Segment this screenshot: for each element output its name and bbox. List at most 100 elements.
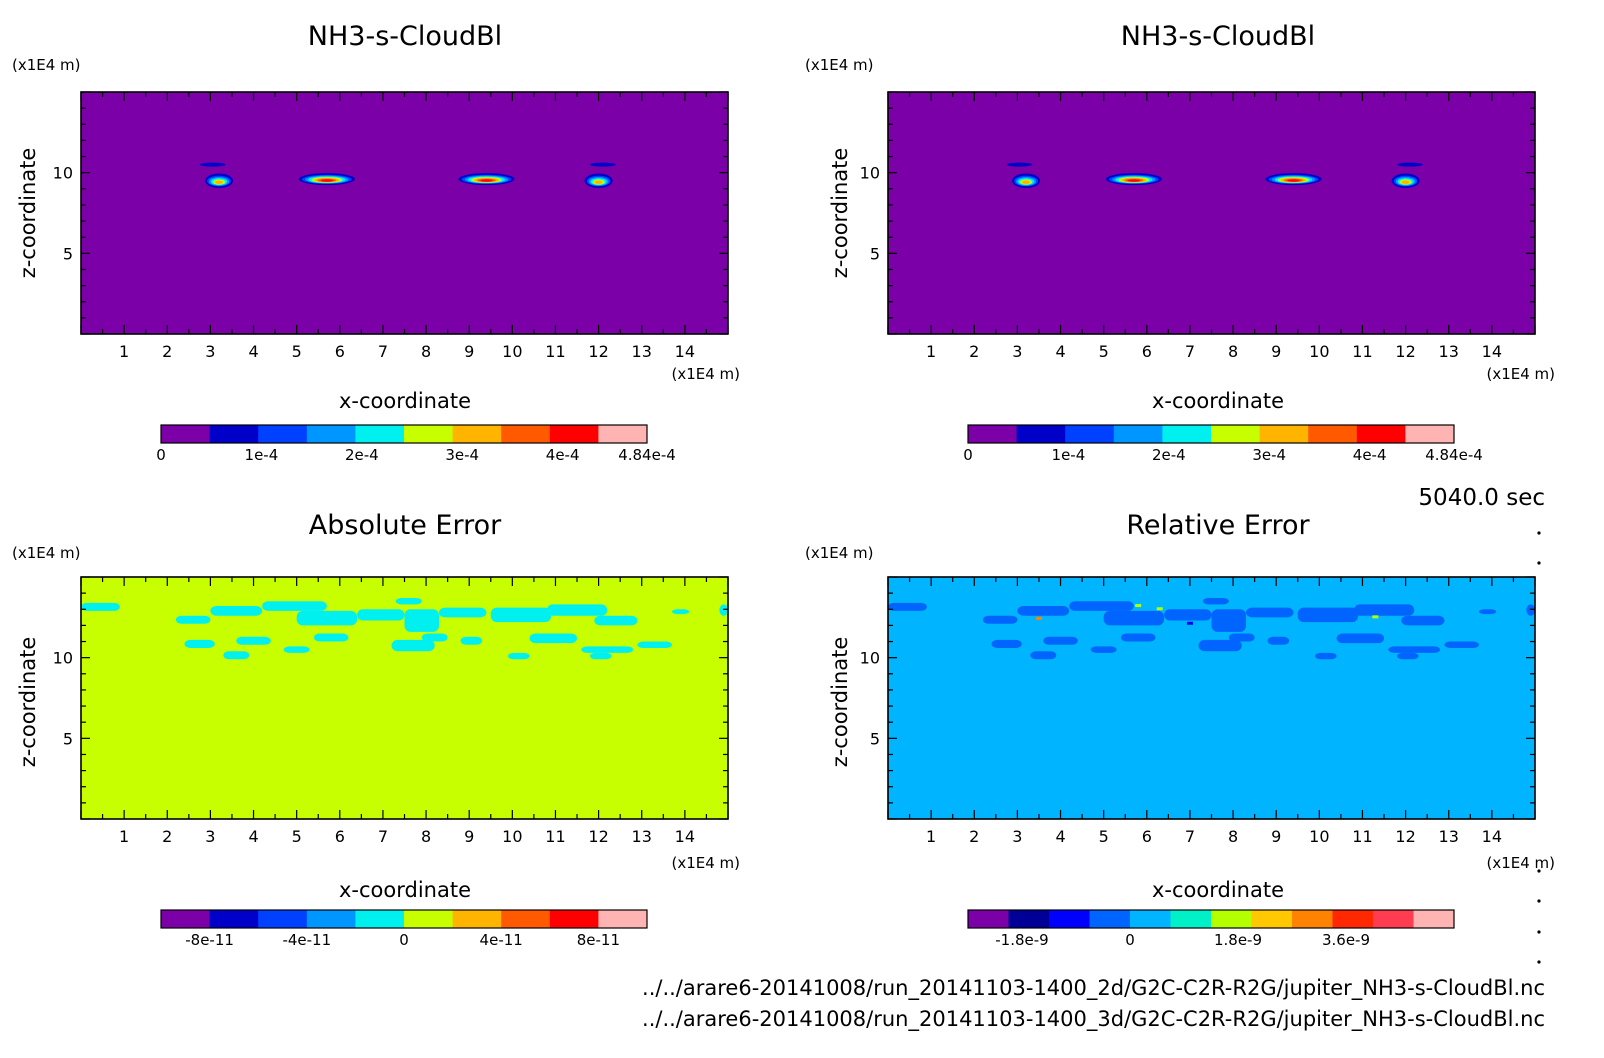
y-axis-label: z-coordinate <box>16 148 40 279</box>
panel-title: Relative Error <box>1126 510 1310 541</box>
x-tick-label: 13 <box>632 342 652 361</box>
colorbar-swatch <box>1211 425 1261 443</box>
x-axis-label: x-coordinate <box>339 389 471 413</box>
y-unit-label: (x1E4 m) <box>805 544 874 562</box>
x-tick-label: 9 <box>1271 827 1281 846</box>
panel-title: NH3-s-CloudBl <box>308 21 502 52</box>
error-patch <box>439 607 487 618</box>
colorbar-tick-label: 4e-4 <box>546 446 580 464</box>
x-axis-label: x-coordinate <box>339 878 471 902</box>
error-patch <box>490 607 552 623</box>
x-unit-label: (x1E4 m) <box>671 365 740 383</box>
x-tick-label: 12 <box>588 827 608 846</box>
error-patch <box>1120 633 1156 642</box>
error-patch <box>391 639 435 652</box>
colorbar-frame <box>160 909 648 929</box>
x-tick-label: 6 <box>335 827 345 846</box>
error-speck <box>1372 615 1379 619</box>
error-patch <box>991 639 1022 648</box>
error-patch <box>589 652 612 660</box>
panel-top-left: NH3-s-CloudBl (x1E4 m) 1 2 3 4 5 6 7 8 9 10 11 12 13… <box>12 21 740 464</box>
cloud-contour-band <box>1401 180 1410 185</box>
y-tick-label: 10 <box>860 164 880 183</box>
colorbar-swatch <box>355 425 405 443</box>
x-tick-label: 14 <box>1482 827 1502 846</box>
colorbar-swatch <box>306 910 356 928</box>
field-contours <box>199 162 616 188</box>
error-patch <box>210 606 263 616</box>
y-unit-label: (x1E4 m) <box>805 56 874 74</box>
x-tick-label: 5 <box>1099 827 1109 846</box>
error-patch <box>594 615 638 626</box>
colorbar-swatch <box>161 425 211 443</box>
colorbar-swatch <box>209 910 259 928</box>
colorbar-swatch <box>1089 910 1131 928</box>
colorbar-swatch <box>1251 910 1293 928</box>
colorbar-swatch <box>598 910 648 928</box>
colorbar-tick-label: 3e-4 <box>445 446 479 464</box>
x-tick-label: 11 <box>545 827 565 846</box>
colorbar-swatch <box>1308 425 1358 443</box>
y-unit-label: (x1E4 m) <box>12 544 81 562</box>
colorbar-swatch <box>1259 425 1309 443</box>
error-patch <box>262 601 327 611</box>
colorbar-tick-label: 3.6e-9 <box>1322 931 1370 949</box>
colorbar-tick-label: 3e-4 <box>1252 446 1286 464</box>
y-axis-label: z-coordinate <box>828 148 852 279</box>
error-speck <box>1186 621 1193 625</box>
error-patch <box>1336 633 1385 644</box>
x-tick-label: 14 <box>675 342 695 361</box>
colorbar-tick-label: 4e-11 <box>480 931 523 949</box>
x-tick-label: 8 <box>1228 342 1238 361</box>
colorbar-frame <box>967 909 1455 929</box>
x-tick-label: 8 <box>421 827 431 846</box>
colorbar-frame <box>160 424 648 444</box>
cloud-contour-band <box>480 179 493 182</box>
x-tick-label: 10 <box>1309 342 1329 361</box>
panel-bottom-right: Relative Error (x1E4 m) 1 2 3 4 5 6 7 8 9 10 11 12 1… <box>805 510 1555 949</box>
colorbar: -1.8e-9 0 1.8e-9 3.6e-9 <box>967 909 1455 949</box>
x-tick-label: 3 <box>1012 342 1022 361</box>
error-patch <box>581 646 634 653</box>
error-patch <box>888 602 927 611</box>
error-patch <box>1353 604 1415 616</box>
tick-marks <box>80 91 729 335</box>
tick-marks <box>80 576 729 820</box>
colorbar-swatch <box>1373 910 1414 928</box>
tick-marks <box>887 91 1536 335</box>
colorbar-tick-label: 0 <box>963 446 973 464</box>
colorbar-swatch <box>1049 910 1090 928</box>
error-patch <box>81 602 120 611</box>
error-patch <box>1030 651 1057 660</box>
error-patch <box>184 639 215 648</box>
colorbar-swatch <box>355 910 405 928</box>
colorbar-tick-label: 2e-4 <box>1152 446 1186 464</box>
colorbar-swatch <box>404 910 454 928</box>
error-patch <box>1043 636 1078 645</box>
cloud-contour-band <box>594 180 603 185</box>
colorbar-tick-label: 0 <box>1125 931 1135 949</box>
y-tick-label: 5 <box>63 244 73 263</box>
x-tick-label: 11 <box>1352 827 1372 846</box>
colorbar-swatch <box>1113 425 1163 443</box>
x-tick-label: 5 <box>1099 342 1109 361</box>
error-patch <box>460 636 483 645</box>
x-tick-label: 14 <box>675 827 695 846</box>
error-patch <box>1401 615 1445 626</box>
panel-title: Absolute Error <box>309 510 502 541</box>
error-patch <box>404 609 440 632</box>
x-unit-label: (x1E4 m) <box>1486 365 1555 383</box>
colorbar-swatch <box>452 910 502 928</box>
colorbar-tick-label: -4e-11 <box>282 931 331 949</box>
error-patch <box>283 646 310 653</box>
x-tick-label: 1 <box>926 827 936 846</box>
field-contours <box>888 597 1535 660</box>
field-background <box>888 577 1535 819</box>
colorbar-swatch <box>1292 910 1333 928</box>
error-patch <box>719 604 728 616</box>
x-tick-label: 7 <box>1185 827 1195 846</box>
colorbar: 0 1e-4 2e-4 3e-4 4e-4 4.84e-4 <box>963 424 1483 464</box>
